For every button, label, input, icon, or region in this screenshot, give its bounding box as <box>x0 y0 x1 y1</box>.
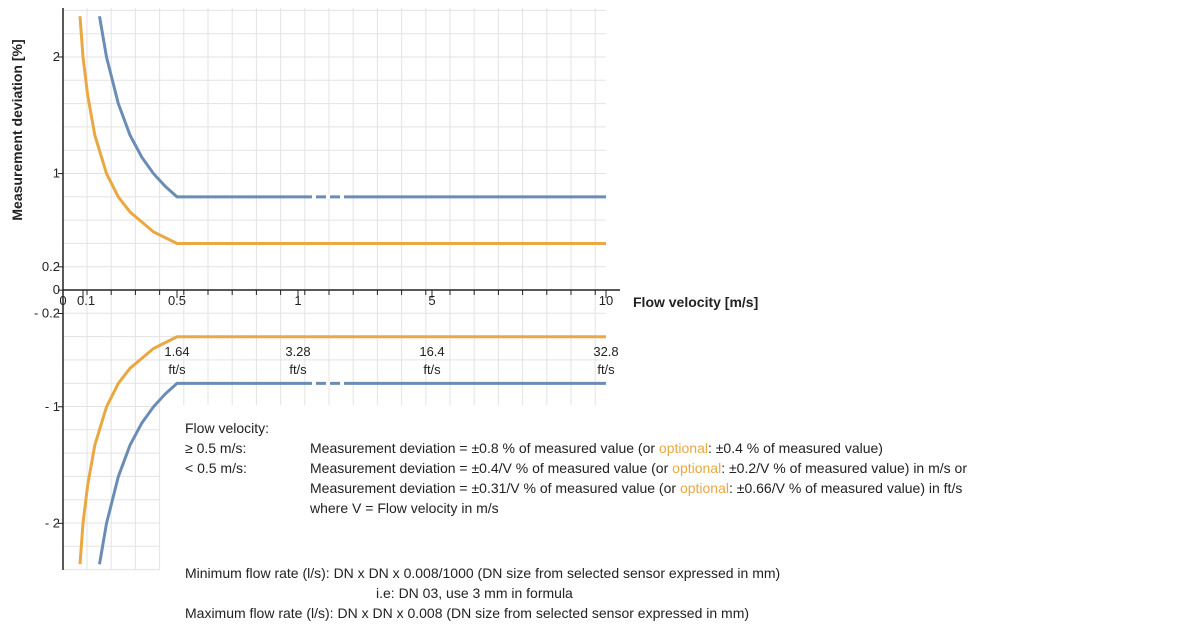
x-tick-label: 0 <box>59 293 66 308</box>
ft-label: 16.4 <box>419 344 444 359</box>
min-flow: Minimum flow rate (l/s): DN x DN x 0.008… <box>185 565 781 581</box>
optional: optional <box>672 460 722 476</box>
y-tick-label: 0 <box>53 282 60 297</box>
note-line: Measurement deviation = ±0.4/V % of meas… <box>310 458 967 478</box>
condition <box>185 478 310 498</box>
note-row: where V = Flow velocity in m/s <box>185 498 967 518</box>
note-text: Measurement deviation = ±0.4/V % of meas… <box>310 460 673 476</box>
x-tick-label: 10 <box>599 293 613 308</box>
ft-unit: ft/s <box>289 362 307 377</box>
y-tick-label: - 0.2 <box>34 305 60 320</box>
x-axis-label: Flow velocity [m/s] <box>633 294 758 310</box>
note-text: where V = Flow velocity in m/s <box>310 500 499 516</box>
condition <box>185 498 310 518</box>
ft-label: 32.8 <box>593 344 618 359</box>
notes-heading: Flow velocity: <box>185 420 270 436</box>
max-flow: Maximum flow rate (l/s): DN x DN x 0.008… <box>185 605 750 621</box>
notes: Flow velocity: ≥ 0.5 m/s: Measurement dev… <box>185 418 967 623</box>
x-tick-label: 5 <box>428 293 435 308</box>
ft-label: 3.28 <box>285 344 310 359</box>
note-text: : ±0.2/V % of measured value) in m/s or <box>721 460 967 476</box>
y-tick-label: 0.2 <box>42 259 60 274</box>
ft-unit: ft/s <box>168 362 186 377</box>
condition: ≥ 0.5 m/s: <box>185 440 247 456</box>
series-line <box>98 381 606 565</box>
series-line <box>98 15 606 199</box>
y-tick-label: 2 <box>53 49 60 64</box>
optional: optional <box>679 480 729 496</box>
y-axis-label: Measurement deviation [%] <box>9 39 25 220</box>
note-row: < 0.5 m/s: Measurement deviation = ±0.4/V… <box>185 458 967 478</box>
y-tick-label: 1 <box>53 166 60 181</box>
ft-unit: ft/s <box>423 362 441 377</box>
note-text: Measurement deviation = ±0.8 % of measur… <box>310 440 659 456</box>
x-tick-label: 0.1 <box>77 293 95 308</box>
y-tick-label: - 1 <box>45 399 60 414</box>
optional: optional <box>658 440 708 456</box>
ft-label: 1.64 <box>164 344 189 359</box>
note-line: Measurement deviation = ±0.31/V % of mea… <box>310 478 962 498</box>
note-row: ≥ 0.5 m/s: Measurement deviation = ±0.8 %… <box>185 438 967 458</box>
y-tick-label: - 2 <box>45 515 60 530</box>
note-text: : ±0.4 % of measured value) <box>707 440 883 456</box>
note-text: : ±0.66/V % of measured value) in ft/s <box>728 480 963 496</box>
note-row: Measurement deviation = ±0.31/V % of mea… <box>185 478 967 498</box>
series-line <box>78 16 606 245</box>
spacer <box>185 518 967 563</box>
ft-unit: ft/s <box>597 362 615 377</box>
note-text: Measurement deviation = ±0.31/V % of mea… <box>310 480 680 496</box>
series-line <box>78 335 606 565</box>
x-tick-label: 1 <box>294 293 301 308</box>
condition: < 0.5 m/s: <box>185 460 247 476</box>
note-line: Measurement deviation = ±0.8 % of measur… <box>310 438 883 458</box>
x-tick-label: 0.5 <box>168 293 186 308</box>
note-line: where V = Flow velocity in m/s <box>310 498 499 518</box>
min-flow-note: i.e: DN 03, use 3 mm in formula <box>376 585 573 601</box>
